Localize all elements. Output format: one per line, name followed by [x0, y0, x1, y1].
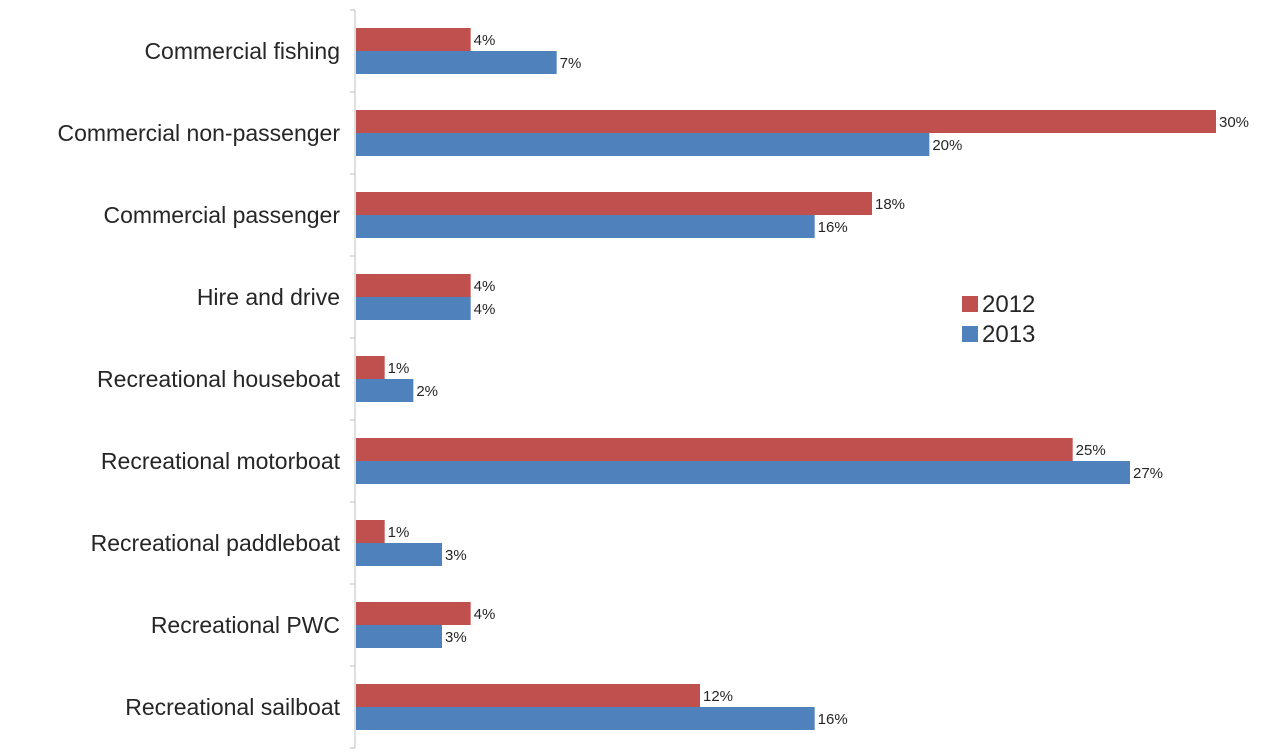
data-label: 4%	[474, 32, 496, 49]
labels: Commercial fishing 4% 7% Commercial non-pas…	[57, 32, 1249, 728]
category-label: Commercial fishing	[144, 38, 340, 64]
category-label: Hire and drive	[197, 284, 340, 310]
data-label: 4%	[474, 301, 496, 318]
category-label: Recreational sailboat	[125, 694, 340, 720]
legend-label: 2013	[982, 321, 1035, 348]
category-label: Commercial passenger	[104, 202, 341, 228]
legend: 2012 2013	[962, 291, 1035, 348]
data-label: 16%	[818, 711, 848, 728]
bar-2012	[356, 356, 385, 379]
bar-2012	[356, 602, 471, 625]
data-label: 1%	[388, 524, 410, 541]
data-label: 2%	[416, 383, 438, 400]
legend-swatch-2012	[962, 296, 978, 312]
bar-2012	[356, 192, 872, 215]
bar-2013	[356, 133, 930, 156]
bars	[356, 28, 1216, 730]
data-label: 25%	[1076, 442, 1106, 459]
bar-2012	[356, 684, 700, 707]
bar-2013	[356, 625, 442, 648]
category-axis	[350, 9, 356, 749]
category-label: Recreational houseboat	[97, 366, 341, 392]
legend-label: 2012	[982, 291, 1035, 318]
bar-2013	[356, 461, 1130, 484]
bar-2013	[356, 707, 815, 730]
bar-2013	[356, 215, 815, 238]
category-label: Recreational PWC	[151, 612, 340, 638]
data-label: 12%	[703, 688, 733, 705]
data-label: 1%	[388, 360, 410, 377]
data-label: 20%	[932, 137, 962, 154]
data-label: 4%	[474, 278, 496, 295]
bar-2012	[356, 438, 1073, 461]
data-label: 18%	[875, 196, 905, 213]
data-label: 30%	[1219, 114, 1249, 131]
category-label: Recreational paddleboat	[91, 530, 341, 556]
data-label: 3%	[445, 629, 467, 646]
bar-2013	[356, 543, 442, 566]
bar-2012	[356, 520, 385, 543]
data-label: 16%	[818, 219, 848, 236]
bar-2012	[356, 274, 471, 297]
category-label: Recreational motorboat	[101, 448, 341, 474]
bar-2012	[356, 110, 1216, 133]
bar-2013	[356, 297, 471, 320]
data-label: 4%	[474, 606, 496, 623]
bar-2012	[356, 28, 471, 51]
data-label: 7%	[560, 55, 582, 72]
legend-swatch-2013	[962, 326, 978, 342]
category-label: Commercial non-passenger	[57, 120, 340, 146]
data-label: 3%	[445, 547, 467, 564]
bar-2013	[356, 379, 414, 402]
bar-2013	[356, 51, 557, 74]
data-label: 27%	[1133, 465, 1163, 482]
